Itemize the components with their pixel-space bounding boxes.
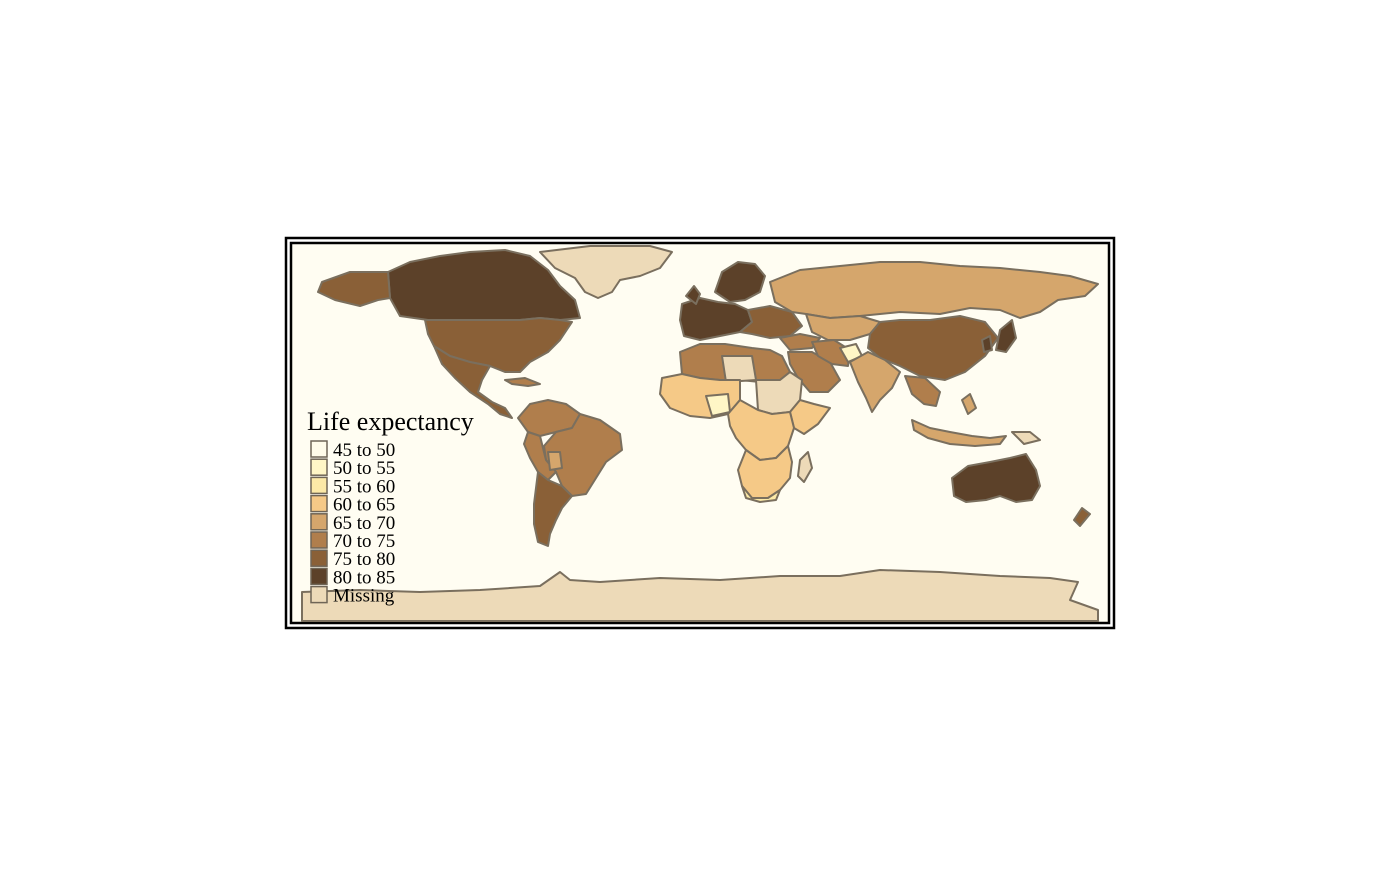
country-cuba — [504, 377, 541, 387]
country-argentina — [533, 471, 573, 547]
country-australia — [951, 453, 1041, 503]
country-paraguay — [547, 451, 563, 471]
country-antarctica — [301, 569, 1099, 622]
country-new-zealand — [1073, 507, 1091, 527]
country-madagascar — [797, 451, 813, 483]
countries — [301, 245, 1099, 622]
legend-swatch — [310, 494, 328, 513]
country-southeast-asia — [904, 375, 941, 407]
country-alaska — [317, 271, 391, 307]
country-japan — [995, 319, 1017, 353]
legend-swatch — [310, 567, 328, 586]
legend-swatch — [310, 531, 328, 549]
country-papua-new-guinea — [1011, 431, 1041, 445]
country-southern-africa — [737, 445, 793, 499]
legend-label: 80 to 85 — [333, 567, 395, 588]
country-canada — [387, 249, 581, 321]
legend-label: 75 to 80 — [333, 549, 395, 570]
country-iran — [811, 339, 851, 367]
country-sahara-missing — [721, 355, 757, 383]
legend-swatch — [310, 440, 328, 458]
legend-label: 65 to 70 — [333, 513, 395, 534]
country-scandinavia — [714, 261, 766, 303]
legend-label: 50 to 55 — [333, 458, 395, 479]
legend-swatch — [310, 476, 328, 495]
country-korea — [981, 335, 993, 353]
country-india — [849, 351, 901, 413]
country-horn-africa — [789, 399, 831, 435]
legend-label: 45 to 50 — [333, 440, 395, 461]
legend-swatch — [310, 549, 328, 567]
legend-label: 55 to 60 — [333, 476, 395, 497]
legend-label: 60 to 65 — [333, 495, 395, 516]
country-philippines — [961, 393, 977, 415]
country-mexico — [433, 345, 513, 419]
legend-swatch — [310, 513, 328, 531]
legend-label: 70 to 75 — [333, 531, 395, 552]
legend-swatch — [310, 458, 328, 476]
legend-title: Life expectancy — [307, 407, 474, 436]
legend-swatch — [310, 585, 328, 604]
country-greenland — [539, 245, 673, 299]
country-indonesia — [911, 419, 1007, 447]
country-south-africa — [741, 485, 781, 503]
legend-label: Missing — [333, 586, 395, 607]
country-uk — [685, 285, 701, 305]
